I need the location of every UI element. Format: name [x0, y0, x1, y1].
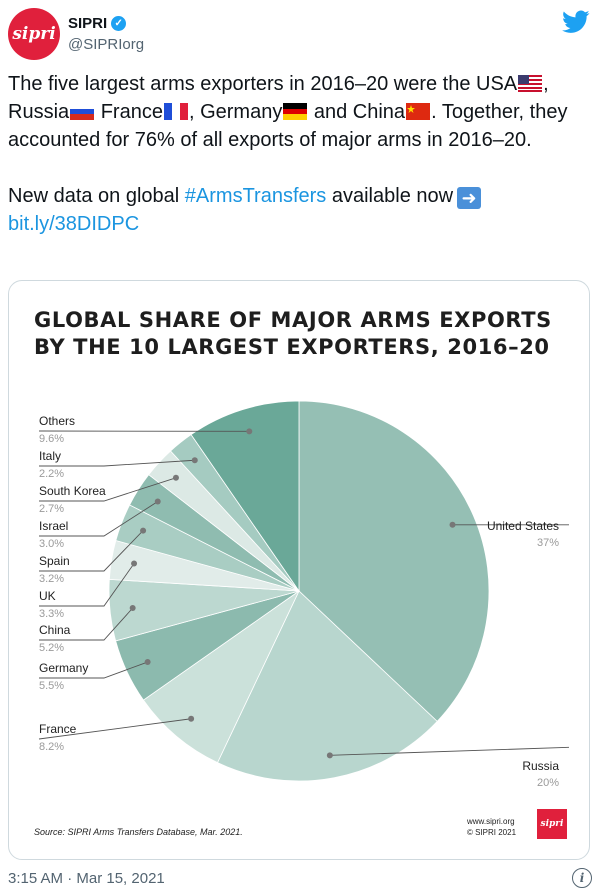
- slice-label: United States: [486, 519, 559, 533]
- tweet-text-part: France: [95, 101, 163, 123]
- leader-dot: [140, 527, 147, 534]
- tweet-text-part: New data on global: [8, 185, 185, 207]
- slice-value-label: 3.3%: [39, 608, 65, 620]
- leader-line: [39, 501, 158, 537]
- leader-dot: [246, 428, 253, 435]
- russia-flag-icon: [70, 103, 95, 120]
- slice-value-label: 3.2%: [39, 573, 65, 585]
- leader-line: [39, 661, 148, 679]
- avatar[interactable]: sipri: [8, 8, 60, 60]
- tweet-text: The five largest arms exporters in 2016–…: [8, 70, 593, 238]
- verified-badge-icon: ✓: [111, 16, 127, 31]
- hashtag-link[interactable]: #ArmsTransfers: [184, 185, 327, 207]
- leader-line: [39, 477, 177, 502]
- slice-label: Spain: [39, 554, 70, 568]
- slice-label: Italy: [39, 449, 62, 463]
- tweet-paragraph-2: New data on global #ArmsTransfers availa…: [8, 182, 593, 238]
- tweet-text-part: available now: [326, 185, 454, 207]
- tweet-text-part: . Together, they accounted for 76% of al…: [8, 101, 568, 151]
- avatar-logo-text: sipri: [12, 24, 56, 44]
- slice-value-label: 20%: [536, 777, 559, 789]
- leader-dot: [449, 521, 456, 528]
- slice-label: Russia: [522, 759, 559, 773]
- slice-value-label: 5.2%: [39, 642, 65, 654]
- leader-line: [39, 563, 135, 607]
- tweet-text-part: and China: [308, 101, 406, 123]
- slice-label: France: [39, 722, 77, 736]
- tweet-text-part: ,: [543, 73, 549, 95]
- chart-credit: www.sipri.org © SIPRI 2021: [467, 816, 516, 838]
- slice-label: Israel: [39, 519, 69, 533]
- sipri-logo: sipri: [537, 809, 567, 839]
- slice-value-label: 5.5%: [39, 680, 65, 692]
- tweet-text-part: , Germany: [188, 101, 283, 123]
- leader-dot: [131, 560, 138, 567]
- leader-line: [39, 530, 144, 572]
- leader-line: [329, 746, 570, 756]
- slice-label: Germany: [39, 661, 89, 675]
- leader-line: [39, 459, 195, 467]
- leader-dot: [129, 605, 136, 612]
- tweet-timestamp[interactable]: 3:15 AM · Mar 15, 2021: [8, 870, 165, 887]
- chart-image-card[interactable]: GLOBAL SHARE OF MAJOR ARMS EXPORTS BY TH…: [8, 280, 590, 860]
- pie-chart: [38, 400, 570, 782]
- slice-value-label: 2.7%: [39, 503, 65, 515]
- slice-value-label: 3.0%: [39, 538, 65, 550]
- china-flag-icon: [406, 103, 431, 120]
- twitter-bird-icon[interactable]: [562, 10, 590, 34]
- us-flag-icon: [518, 75, 543, 92]
- pie-slice-united-states: [298, 400, 490, 722]
- chart-title: GLOBAL SHARE OF MAJOR ARMS EXPORTS BY TH…: [34, 308, 552, 359]
- right-arrow-icon: ➜: [457, 187, 482, 209]
- germany-flag-icon: [283, 103, 308, 120]
- tweet-text-part: The five largest arms exporters in 2016–…: [8, 73, 518, 95]
- leader-dot: [154, 498, 161, 505]
- author-handle[interactable]: @SIPRIorg: [68, 36, 145, 53]
- leader-dot: [191, 457, 198, 464]
- short-link[interactable]: bit.ly/38DIDPC: [8, 213, 140, 235]
- leader-line: [38, 718, 192, 740]
- tweet-text-part: Russia: [8, 101, 70, 123]
- slice-label: China: [39, 623, 71, 637]
- author-name[interactable]: SIPRI ✓: [68, 15, 127, 32]
- leader-dot: [172, 474, 179, 481]
- slice-value-label: 2.2%: [39, 468, 65, 480]
- leader-dot: [144, 659, 151, 666]
- pie-slice-russia: [216, 590, 438, 782]
- slice-label: Others: [39, 414, 76, 428]
- chart-source: Source: SIPRI Arms Transfers Database, M…: [34, 827, 243, 837]
- slice-value-label: 37%: [536, 537, 559, 549]
- slice-label: UK: [39, 589, 56, 603]
- leader-dot: [326, 752, 333, 759]
- france-flag-icon: [163, 103, 188, 120]
- credit-url: www.sipri.org: [467, 817, 515, 826]
- slice-label: South Korea: [39, 484, 106, 498]
- info-icon[interactable]: i: [572, 868, 592, 888]
- author-name-text: SIPRI: [68, 15, 108, 32]
- slice-value-label: 9.6%: [39, 433, 65, 445]
- slice-value-label: 8.2%: [39, 741, 65, 753]
- leader-line: [39, 607, 134, 641]
- pie-slice-others: [190, 400, 300, 593]
- leader-dot: [188, 715, 195, 722]
- tweet-paragraph-1: The five largest arms exporters in 2016–…: [8, 70, 593, 154]
- credit-copyright: © SIPRI 2021: [467, 828, 517, 837]
